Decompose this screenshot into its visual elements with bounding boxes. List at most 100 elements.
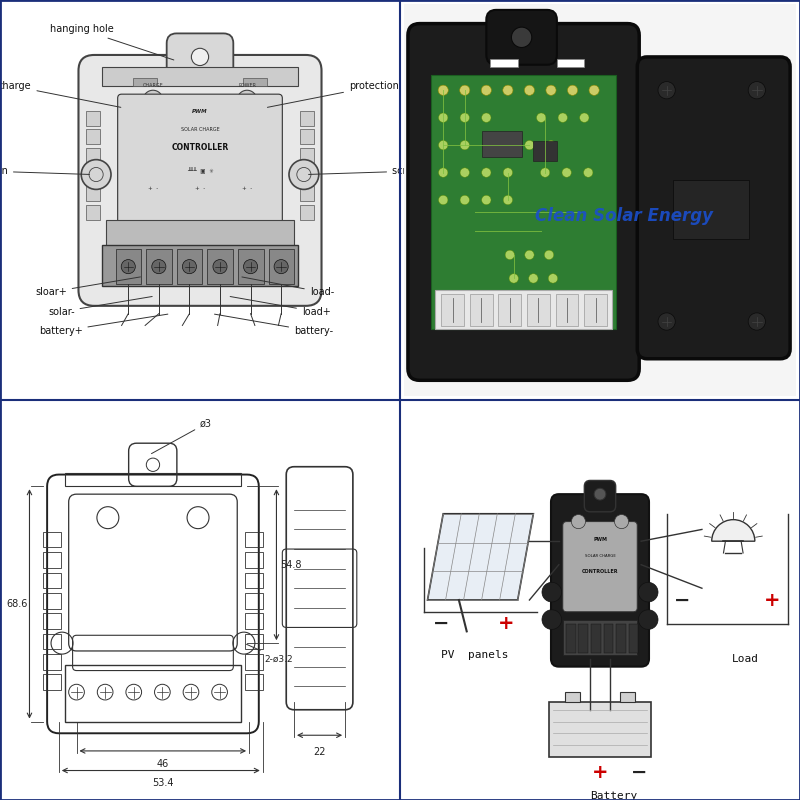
- Bar: [86, 205, 100, 219]
- Circle shape: [505, 250, 514, 259]
- Bar: [245, 552, 262, 568]
- Bar: [482, 131, 522, 157]
- Circle shape: [658, 82, 675, 99]
- Circle shape: [544, 250, 554, 259]
- Circle shape: [541, 168, 550, 178]
- Text: SOLAR CHARGE: SOLAR CHARGE: [181, 127, 219, 132]
- Bar: [43, 532, 61, 547]
- Bar: [300, 110, 314, 126]
- Text: battery+: battery+: [38, 314, 168, 336]
- Bar: [43, 552, 61, 568]
- Bar: [431, 74, 616, 330]
- Text: +  -: + -: [242, 186, 252, 191]
- Text: SOLAR CHARGE: SOLAR CHARGE: [585, 554, 615, 558]
- Bar: [629, 623, 638, 653]
- Circle shape: [274, 259, 288, 274]
- FancyBboxPatch shape: [118, 94, 282, 231]
- Circle shape: [191, 48, 209, 66]
- Bar: [86, 130, 100, 144]
- Circle shape: [438, 141, 448, 150]
- Circle shape: [638, 610, 658, 630]
- Bar: [490, 59, 518, 66]
- Bar: [300, 130, 314, 144]
- Text: −: −: [674, 590, 690, 610]
- Text: battery-: battery-: [214, 314, 334, 336]
- Circle shape: [482, 85, 491, 95]
- Bar: [534, 141, 557, 161]
- Bar: [556, 294, 578, 326]
- FancyBboxPatch shape: [166, 34, 234, 81]
- Bar: [134, 78, 157, 86]
- Bar: [177, 249, 202, 284]
- FancyBboxPatch shape: [584, 481, 616, 512]
- FancyBboxPatch shape: [551, 494, 649, 666]
- Text: +: +: [592, 763, 608, 782]
- Bar: [300, 167, 314, 182]
- Bar: [102, 245, 298, 286]
- FancyBboxPatch shape: [638, 57, 790, 358]
- Bar: [238, 249, 263, 284]
- Circle shape: [638, 582, 658, 602]
- FancyBboxPatch shape: [562, 522, 638, 612]
- Text: ╨╨╨  ▣  ☼: ╨╨╨ ▣ ☼: [186, 167, 214, 174]
- Bar: [86, 186, 100, 201]
- Bar: [43, 593, 61, 609]
- Text: +  -: + -: [148, 186, 158, 191]
- Circle shape: [438, 168, 448, 178]
- Bar: [269, 249, 294, 284]
- Text: POWER: POWER: [238, 83, 256, 88]
- Bar: [603, 623, 614, 653]
- Bar: [207, 249, 233, 284]
- Text: screw fixtation: screw fixtation: [309, 166, 464, 176]
- Circle shape: [438, 113, 448, 122]
- Bar: [245, 634, 262, 650]
- Circle shape: [482, 113, 491, 122]
- Bar: [300, 205, 314, 219]
- Wedge shape: [712, 520, 755, 541]
- Text: −: −: [631, 763, 647, 782]
- Circle shape: [460, 113, 470, 122]
- Text: sloar+: sloar+: [35, 277, 141, 297]
- Circle shape: [546, 85, 556, 95]
- Bar: [527, 294, 550, 326]
- Circle shape: [502, 85, 513, 95]
- Circle shape: [152, 259, 166, 274]
- Circle shape: [182, 259, 197, 274]
- Text: solar-: solar-: [48, 297, 152, 317]
- Circle shape: [460, 168, 470, 178]
- Bar: [43, 654, 61, 670]
- Circle shape: [82, 160, 111, 190]
- Text: load-: load-: [242, 277, 334, 297]
- Bar: [549, 702, 651, 757]
- Circle shape: [748, 313, 766, 330]
- Bar: [43, 573, 61, 588]
- Text: 53.4: 53.4: [152, 778, 174, 788]
- Circle shape: [542, 610, 562, 630]
- Bar: [565, 692, 581, 702]
- Bar: [243, 78, 266, 86]
- FancyBboxPatch shape: [78, 55, 322, 306]
- Bar: [584, 294, 607, 326]
- Text: protection: protection: [267, 82, 399, 107]
- Circle shape: [748, 82, 766, 99]
- Circle shape: [143, 90, 162, 110]
- Circle shape: [503, 168, 513, 178]
- Circle shape: [542, 582, 562, 602]
- Text: 54.8: 54.8: [280, 560, 302, 570]
- FancyBboxPatch shape: [486, 10, 557, 65]
- Bar: [245, 654, 262, 670]
- Bar: [557, 59, 584, 66]
- Bar: [65, 473, 241, 486]
- Circle shape: [524, 85, 534, 95]
- Circle shape: [460, 85, 470, 95]
- Bar: [578, 623, 588, 653]
- Circle shape: [509, 274, 518, 283]
- Bar: [245, 573, 262, 588]
- Circle shape: [525, 141, 534, 150]
- Bar: [442, 294, 464, 326]
- Circle shape: [594, 488, 606, 500]
- Text: ø3: ø3: [151, 418, 212, 454]
- FancyBboxPatch shape: [408, 23, 639, 380]
- Bar: [435, 290, 612, 330]
- Text: +: +: [498, 614, 514, 633]
